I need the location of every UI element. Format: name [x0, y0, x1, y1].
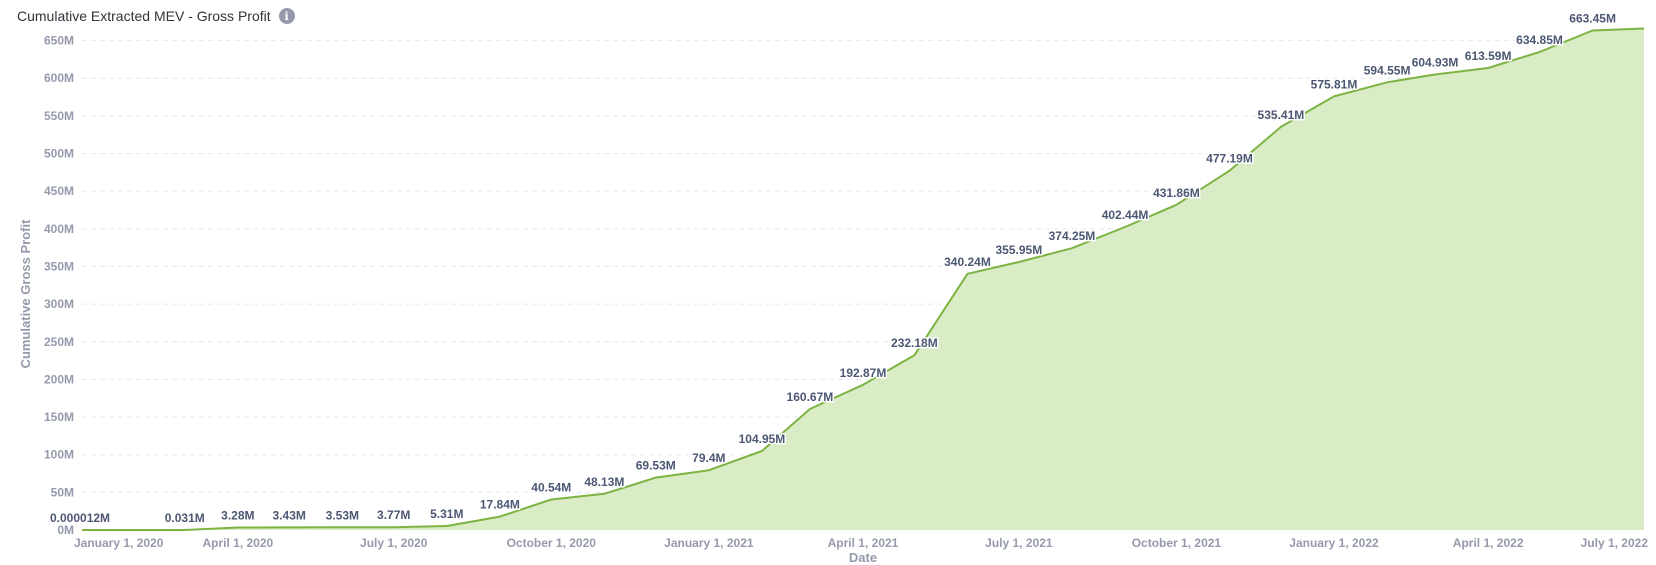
- data-label: 3.77M: [377, 508, 410, 522]
- data-label: 232.18M: [891, 336, 938, 350]
- data-labels: 0.000012M 0.031M 3.28M 3.43M 3.53M 3.77M 5.31M…: [49, 10, 1618, 527]
- data-label: 575.81M: [1311, 77, 1358, 91]
- y-tick-label: 500M: [44, 147, 74, 161]
- x-tick-label: April 1, 2021: [828, 536, 899, 550]
- data-label: 604.93M: [1412, 56, 1459, 70]
- data-label: 104.95M: [739, 432, 786, 446]
- data-label: 0.031M: [165, 511, 205, 525]
- data-label: 3.28M: [221, 509, 254, 523]
- x-tick-label: October 1, 2021: [1132, 536, 1222, 550]
- data-label: 402.44M: [1102, 208, 1149, 222]
- y-tick-label: 450M: [44, 184, 74, 198]
- data-label: 79.4M: [692, 451, 725, 465]
- x-tick-label: January 1, 2021: [664, 536, 754, 550]
- data-label: 69.53M: [636, 459, 676, 473]
- data-label: 3.43M: [273, 508, 306, 522]
- y-tick-label: 650M: [44, 34, 74, 48]
- data-label: 3.53M: [326, 508, 359, 522]
- y-tick-label: 550M: [44, 109, 74, 123]
- data-label: 192.87M: [840, 366, 887, 380]
- data-label: 5.31M: [430, 507, 463, 521]
- y-tick-label: 0M: [57, 523, 74, 537]
- data-label: 431.86M: [1153, 186, 1200, 200]
- data-label: 48.13M: [584, 475, 624, 489]
- data-label: 663.45M: [1569, 11, 1616, 25]
- data-label: 17.84M: [480, 498, 520, 512]
- x-tick-label: July 1, 2021: [985, 536, 1053, 550]
- data-label: 634.85M: [1516, 33, 1563, 47]
- x-tick-label: April 1, 2022: [1453, 536, 1524, 550]
- x-tick-label: July 1, 2022: [1581, 536, 1649, 550]
- y-tick-label: 50M: [51, 485, 74, 499]
- y-tick-label: 150M: [44, 410, 74, 424]
- y-axis-title: Cumulative Gross Profit: [18, 219, 33, 368]
- y-tick-label: 100M: [44, 448, 74, 462]
- data-label: 340.24M: [944, 255, 991, 269]
- x-tick-label: October 1, 2020: [507, 536, 597, 550]
- data-label: 40.54M: [531, 480, 571, 494]
- y-tick-label: 300M: [44, 297, 74, 311]
- y-tick-label: 200M: [44, 372, 74, 386]
- data-label: 160.67M: [787, 390, 834, 404]
- data-label: 0.000012M: [50, 511, 110, 525]
- y-axis-ticks: 0M 50M 100M 150M 200M 250M 300M 350M 400M 450M 500…: [44, 34, 74, 537]
- y-tick-label: 350M: [44, 259, 74, 273]
- series-line: [82, 27, 1645, 531]
- chart-title: Cumulative Extracted MEV - Gross Profit: [17, 8, 271, 24]
- x-tick-label: January 1, 2022: [1289, 536, 1379, 550]
- y-tick-label: 400M: [44, 222, 74, 236]
- data-label: 613.59M: [1465, 49, 1512, 63]
- area-series: [82, 27, 1645, 531]
- y-tick-label: 250M: [44, 335, 74, 349]
- info-icon[interactable]: i: [278, 8, 295, 24]
- x-tick-label: January 1, 2020: [74, 536, 164, 550]
- data-label: 594.55M: [1364, 63, 1411, 77]
- data-label: 535.41M: [1258, 108, 1305, 122]
- x-axis-title: Date: [849, 550, 877, 565]
- chart-header: Cumulative Extracted MEV - Gross Profit …: [17, 8, 295, 24]
- x-axis-ticks: January 1, 2020 April 1, 2020 July 1, 2020…: [74, 536, 1648, 550]
- data-label: 374.25M: [1049, 229, 1096, 243]
- x-tick-label: July 1, 2020: [360, 536, 428, 550]
- x-tick-label: April 1, 2020: [202, 536, 273, 550]
- area-fill: [82, 28, 1644, 530]
- data-label: 477.19M: [1206, 152, 1253, 166]
- data-label: 355.95M: [996, 243, 1043, 257]
- y-tick-label: 600M: [44, 71, 74, 85]
